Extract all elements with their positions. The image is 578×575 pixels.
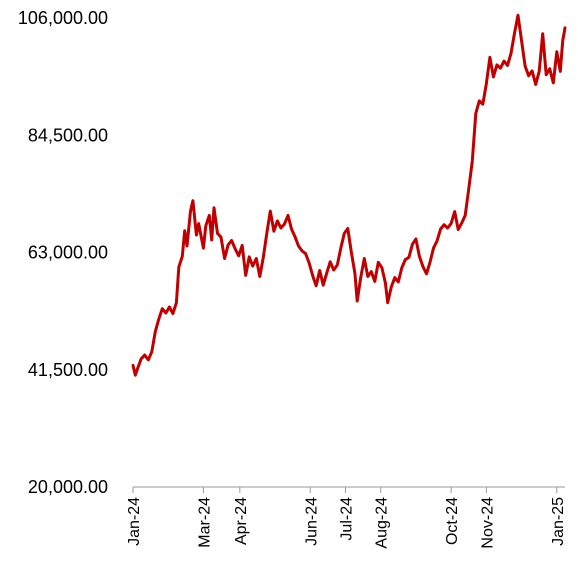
x-tick-label: Oct-24 bbox=[444, 497, 461, 545]
series-line-0 bbox=[131, 13, 567, 377]
x-tick-label: Jan-25 bbox=[550, 497, 567, 546]
x-tick-label: Aug-24 bbox=[374, 497, 391, 549]
x-tick-label: Nov-24 bbox=[479, 497, 496, 549]
x-tick-label: Jan-24 bbox=[126, 497, 143, 546]
y-tick-label: 84,500.00 bbox=[28, 125, 108, 145]
x-tick-label: Apr-24 bbox=[233, 497, 250, 545]
x-tick-label: Jun-24 bbox=[303, 497, 320, 546]
x-tick-label: Mar-24 bbox=[196, 497, 213, 548]
y-tick-label: 20,000.00 bbox=[28, 477, 108, 497]
x-tick-label: Jul-24 bbox=[338, 497, 355, 541]
plot-area bbox=[131, 13, 567, 377]
y-tick-label: 41,500.00 bbox=[28, 360, 108, 380]
y-axis-tick-labels: 20,000.00 41,500.00 63,000.00 84,500.00 106,… bbox=[18, 8, 108, 497]
y-tick-label: 106,000.00 bbox=[18, 8, 108, 28]
y-tick-label: 63,000.00 bbox=[28, 243, 108, 263]
x-axis: Jan-24 Mar-24 Apr-24 Jun-24 Jul-24 Aug-24 Oct-… bbox=[126, 486, 567, 549]
